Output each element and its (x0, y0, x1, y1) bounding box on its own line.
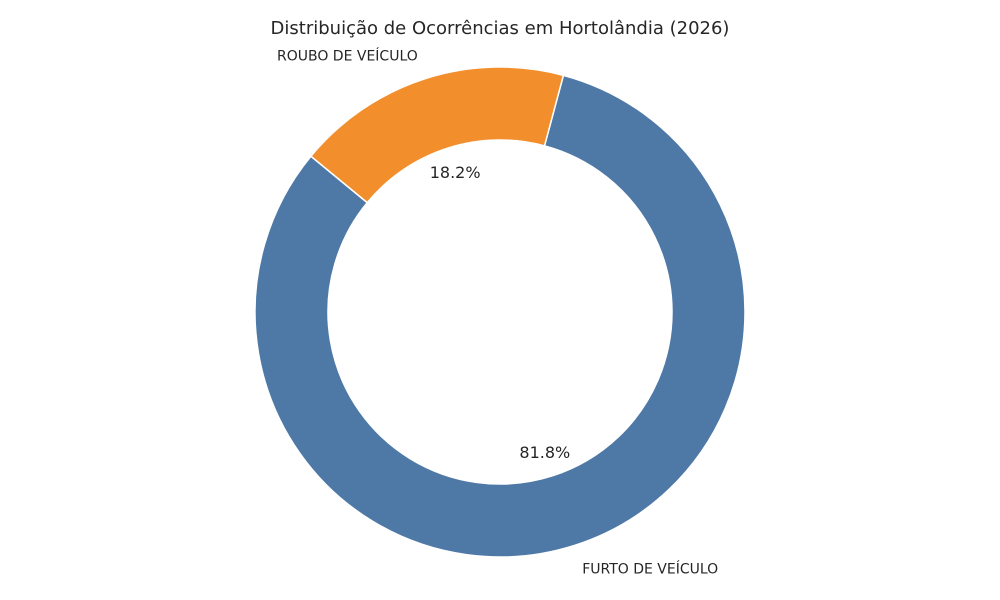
slice-percent-1: 18.2% (430, 163, 481, 182)
chart-title: Distribuição de Ocorrências em Hortolând… (271, 18, 730, 39)
donut-slices (254, 66, 746, 558)
slice-label-1: ROUBO DE VEÍCULO (277, 47, 418, 64)
donut-slice-1 (309, 66, 565, 204)
donut-slice-0 (254, 74, 746, 558)
slice-label-0: FURTO DE VEÍCULO (582, 561, 718, 578)
slice-percent-0: 81.8% (519, 443, 570, 462)
slice-labels: FURTO DE VEÍCULO 81.8% ROUBO DE VEÍCULO 18.… (277, 47, 718, 577)
